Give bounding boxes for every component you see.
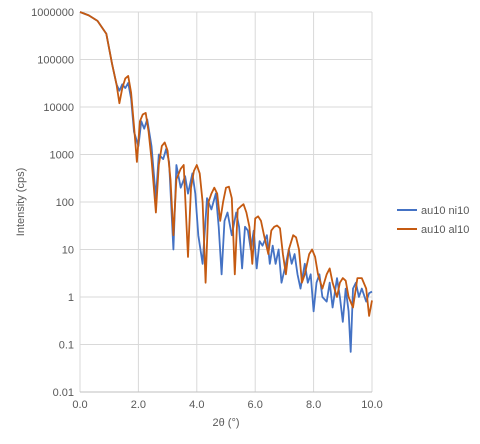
y-tick-label: 10000 — [43, 102, 74, 114]
x-tick-label: 10.0 — [361, 399, 382, 411]
y-axis-title: Intensity (cps) — [15, 168, 27, 236]
legend-label: au10 ni10 — [421, 205, 469, 217]
y-tick-label: 10 — [62, 245, 74, 257]
legend-label: au10 al10 — [421, 224, 469, 236]
y-tick-label: 1 — [68, 292, 74, 304]
gridlines — [79, 11, 373, 393]
legend: au10 ni10 au10 al10 — [397, 205, 469, 236]
y-tick-label: 0.1 — [59, 340, 74, 352]
x-tick-label: 2.0 — [131, 399, 146, 411]
y-axis-ticks: 0.01 0.1 1 10 100 1000 10000 100000 1000000 — [31, 7, 74, 399]
y-tick-label: 0.01 — [53, 387, 74, 399]
x-axis-title: 2θ (°) — [212, 417, 239, 429]
x-tick-label: 6.0 — [248, 399, 263, 411]
x-axis-ticks: 0.0 2.0 4.0 6.0 8.0 10.0 — [72, 399, 382, 411]
plot-lines — [79, 11, 373, 353]
x-tick-label: 0.0 — [72, 399, 87, 411]
series-line-2 — [79, 11, 373, 317]
y-tick-label: 1000000 — [31, 7, 74, 19]
y-tick-label: 100 — [56, 197, 74, 209]
y-tick-label: 100000 — [37, 55, 74, 67]
x-tick-label: 8.0 — [306, 399, 321, 411]
series-line-1 — [79, 11, 373, 353]
y-tick-label: 1000 — [50, 150, 74, 162]
x-tick-label: 4.0 — [189, 399, 204, 411]
